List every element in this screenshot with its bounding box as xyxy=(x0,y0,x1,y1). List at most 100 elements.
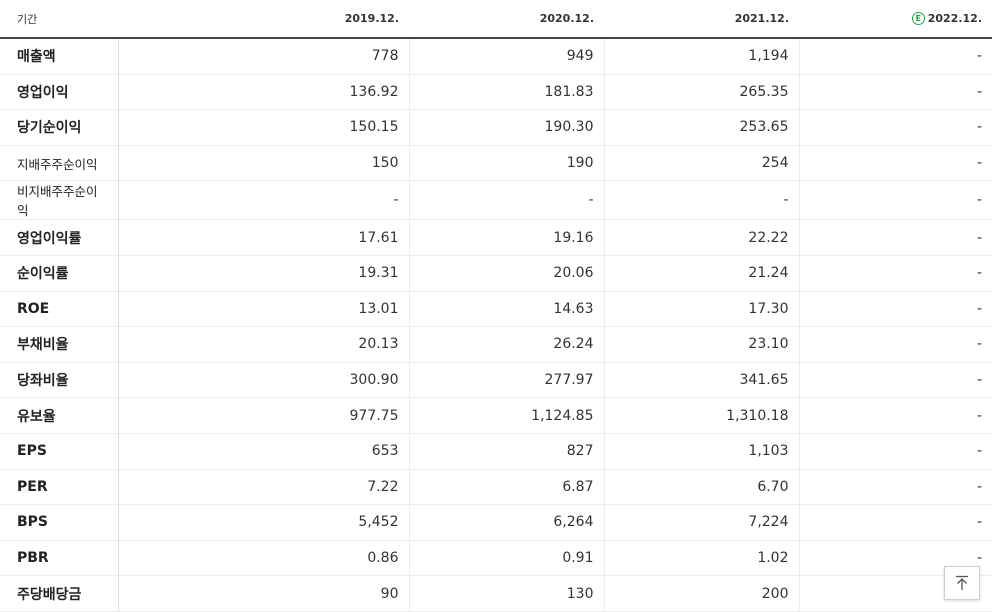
value-cell: 778 xyxy=(117,38,409,75)
period-2021: 2021.12. xyxy=(604,0,799,39)
row-label: 영업이익률 xyxy=(0,219,119,256)
value-cell: 300.90 xyxy=(117,362,409,399)
value-cell: 277.97 xyxy=(408,362,604,399)
value-cell: - xyxy=(798,109,992,146)
period-2019: 2019.12. xyxy=(118,0,409,39)
table-row: 주당배당금 90 130 200 xyxy=(0,575,992,612)
row-label: 주당배당금 xyxy=(0,575,119,612)
period-2022-label: 2022.12. xyxy=(927,12,982,25)
row-label: 당기순이익 xyxy=(0,109,119,146)
value-cell: 1,124.85 xyxy=(408,397,604,434)
value-cell: 827 xyxy=(408,432,604,470)
table-row: 지배주주순이익 150 190 254- xyxy=(0,145,992,182)
value-cell: 1,103 xyxy=(603,432,799,470)
table-row: 유보율 977.75 1,124.85 1,310.18- xyxy=(0,397,992,434)
row-label: 당좌비율 xyxy=(0,362,119,399)
scroll-to-top-button[interactable] xyxy=(944,566,980,600)
value-cell: - xyxy=(798,432,992,470)
table-row: ROE 13.01 14.63 17.30- xyxy=(0,291,992,328)
value-cell: 6.70 xyxy=(603,469,799,506)
value-cell: 13.01 xyxy=(117,291,409,328)
value-cell: 22.22 xyxy=(603,219,799,256)
row-label: 순이익률 xyxy=(0,255,119,292)
value-cell: - xyxy=(408,180,604,221)
period-header-label: 기간 xyxy=(0,0,118,39)
value-cell: 190.30 xyxy=(408,109,604,146)
value-cell: - xyxy=(798,74,992,111)
value-cell: - xyxy=(798,469,992,506)
value-cell: 181.83 xyxy=(408,74,604,111)
value-cell: 6,264 xyxy=(408,504,604,541)
value-cell: 200 xyxy=(603,575,799,612)
value-cell: 23.10 xyxy=(603,326,799,363)
value-cell: 5,452 xyxy=(117,504,409,541)
table-row: 비지배주주순이익 - - - - xyxy=(0,180,992,221)
value-cell: 17.61 xyxy=(117,219,409,256)
value-cell: 254 xyxy=(603,145,799,182)
table-row: BPS 5,452 6,264 7,224- xyxy=(0,504,992,541)
value-cell: - xyxy=(798,180,992,221)
value-cell: 19.16 xyxy=(408,219,604,256)
value-cell: 19.31 xyxy=(117,255,409,292)
value-cell: 265.35 xyxy=(603,74,799,111)
value-cell: 26.24 xyxy=(408,326,604,363)
value-cell: 0.91 xyxy=(408,540,604,577)
value-cell: 1,194 xyxy=(603,38,799,75)
table-row: 부채비율 20.13 26.24 23.10- xyxy=(0,326,992,363)
value-cell: - xyxy=(798,255,992,292)
row-label: PBR xyxy=(0,540,119,577)
period-2020: 2020.12. xyxy=(409,0,604,39)
row-label: ROE xyxy=(0,291,119,328)
header-row: 기간 2019.12. 2020.12. 2021.12. E 2022.12. xyxy=(0,0,992,39)
row-label: 지배주주순이익 xyxy=(0,145,119,182)
value-cell: - xyxy=(117,180,409,221)
value-cell: - xyxy=(798,397,992,434)
value-cell: 653 xyxy=(117,432,409,470)
row-label: BPS xyxy=(0,504,119,541)
value-cell: 90 xyxy=(117,575,409,612)
value-cell: 14.63 xyxy=(408,291,604,328)
value-cell: 136.92 xyxy=(117,74,409,111)
value-cell: 150.15 xyxy=(117,109,409,146)
value-cell: 1,310.18 xyxy=(603,397,799,434)
arrow-up-to-top-icon xyxy=(956,575,968,590)
table-row: 영업이익 136.92 181.83 265.35- xyxy=(0,74,992,111)
row-label: 영업이익 xyxy=(0,74,119,111)
table-row: 당좌비율 300.90 277.97 341.65- xyxy=(0,362,992,399)
value-cell: 7.22 xyxy=(117,469,409,506)
value-cell: - xyxy=(798,291,992,328)
period-2022-estimate: E 2022.12. xyxy=(799,0,992,39)
value-cell: 949 xyxy=(408,38,604,75)
estimate-badge-icon: E xyxy=(911,12,925,25)
value-cell: 20.06 xyxy=(408,255,604,292)
table-row: 당기순이익 150.15 190.30 253.65- xyxy=(0,109,992,146)
row-label: 매출액 xyxy=(0,38,119,75)
value-cell: 130 xyxy=(408,575,604,612)
value-cell: - xyxy=(798,326,992,363)
row-label: PER xyxy=(0,469,119,506)
table-row: PBR 0.86 0.91 1.02- xyxy=(0,540,992,577)
value-cell: 253.65 xyxy=(603,109,799,146)
table-row: EPS 653 827 1,103- xyxy=(0,432,992,470)
table-row: PER 7.22 6.87 6.70- xyxy=(0,469,992,506)
value-cell: 0.86 xyxy=(117,540,409,577)
value-cell: 17.30 xyxy=(603,291,799,328)
value-cell: - xyxy=(798,38,992,75)
value-cell: 150 xyxy=(117,145,409,182)
row-label: 비지배주주순이익 xyxy=(0,180,119,221)
value-cell: 341.65 xyxy=(603,362,799,399)
value-cell: - xyxy=(798,145,992,182)
table-row: 순이익률 19.31 20.06 21.24- xyxy=(0,255,992,292)
table-row: 영업이익률 17.61 19.16 22.22- xyxy=(0,219,992,256)
value-cell: 6.87 xyxy=(408,469,604,506)
value-cell: 977.75 xyxy=(117,397,409,434)
value-cell: 1.02 xyxy=(603,540,799,577)
value-cell: - xyxy=(798,362,992,399)
value-cell: 7,224 xyxy=(603,504,799,541)
value-cell: - xyxy=(603,180,799,221)
value-cell: - xyxy=(798,219,992,256)
value-cell: 190 xyxy=(408,145,604,182)
table-row: 매출액 778 949 1,194- xyxy=(0,38,992,75)
value-cell: - xyxy=(798,504,992,541)
